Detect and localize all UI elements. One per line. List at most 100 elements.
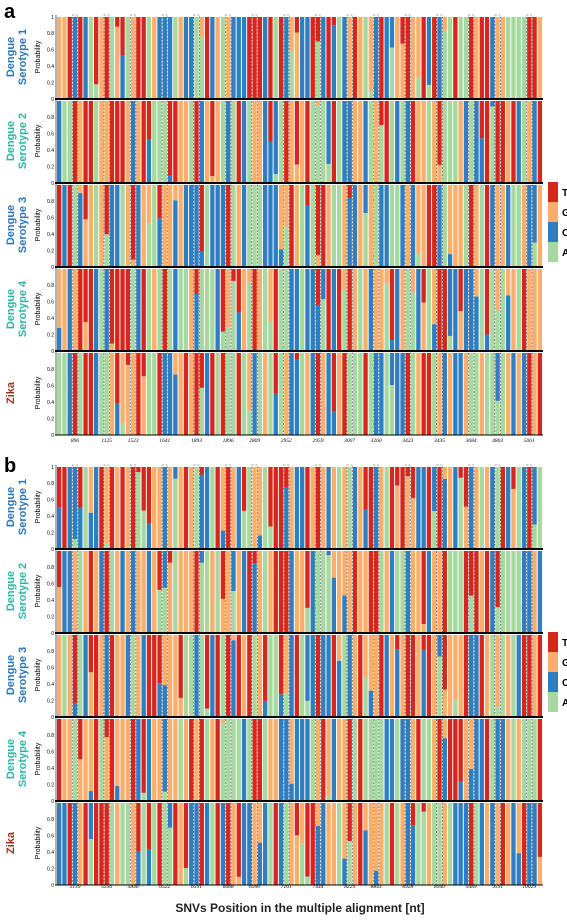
bar-segment-g (315, 803, 321, 826)
bar-segment-t (405, 635, 410, 717)
bar-segment-t (157, 185, 162, 219)
bar-segment-g (437, 164, 442, 183)
bar-segment-g (167, 719, 173, 801)
bar-segment-t (83, 803, 88, 885)
bar-segment-g (347, 551, 352, 633)
bar-segment-g (183, 101, 189, 183)
row-label-1: Serotype 2 (17, 563, 29, 619)
bar-segment-g (104, 101, 109, 183)
bar-segment-g (432, 719, 437, 801)
bar-segment-t (204, 635, 210, 709)
bar-segment-t (315, 17, 321, 42)
bar-segment-t (442, 635, 447, 690)
bar-segment-c (395, 353, 400, 435)
bar-segment-t (241, 467, 247, 511)
bar-segment-t (120, 101, 125, 183)
bar-segment-t (273, 467, 278, 549)
bar-segment-t (120, 467, 125, 549)
y-tick-label: 0.2 (47, 248, 54, 254)
bar-segment-g (358, 101, 363, 183)
bar-segment-t (521, 269, 527, 351)
bar-segment-c (136, 851, 141, 885)
bar-segment-g (294, 185, 300, 267)
bar-segment-c (204, 803, 210, 885)
bar-segment-t (78, 17, 83, 99)
bar-segment-a (146, 353, 152, 435)
bar-segment-g (416, 17, 421, 78)
bar-segment-g (537, 856, 543, 885)
row-separator-layer (55, 98, 543, 886)
bar-segment-c (347, 198, 352, 267)
bar-segment-g (120, 353, 125, 423)
bar-segment-a (416, 77, 421, 99)
bar-segment-g (421, 624, 426, 633)
bar-segment-g (67, 635, 72, 717)
bar-segment-c (284, 487, 289, 549)
bar-segment-t (484, 269, 490, 335)
bar-segment-g (537, 17, 543, 99)
bar-segment-c (278, 249, 284, 267)
bar-segment-t (284, 467, 289, 488)
bar-segment-c (506, 467, 511, 549)
bar-segment-g (146, 185, 152, 223)
bar-segment-g (99, 17, 104, 99)
bar-segment-a (490, 635, 495, 717)
bar-segment-a (83, 467, 88, 549)
bar-segment-a (495, 467, 500, 549)
x-tick-label: 1125 (101, 438, 112, 444)
bar-segment-a (199, 37, 204, 99)
bar-segment-g (331, 551, 337, 578)
bar-segment-c (173, 467, 178, 479)
bar-segment-g (109, 353, 115, 435)
bar-segment-c (289, 783, 294, 801)
bar-segment-g (373, 803, 379, 871)
bar-segment-t (78, 269, 83, 351)
bar-segment-t (416, 719, 421, 801)
bar-segment-t (395, 635, 400, 650)
bar-segment-a (263, 719, 268, 801)
bar-segment-g (167, 467, 173, 549)
bar-segment-g (289, 101, 294, 183)
bar-segment-g (257, 101, 263, 183)
bar-segment-g (125, 467, 130, 549)
x-tick-label: 1893 (191, 438, 202, 444)
bar-segment-c (527, 185, 532, 267)
bar-segment-t (99, 467, 104, 549)
bar-segment-a (511, 185, 516, 267)
bar-segment-g (384, 269, 389, 284)
bar-segment-g (400, 803, 405, 885)
bar-segment-a (395, 185, 400, 267)
bar-segment-t (352, 551, 358, 633)
bar-segment-t (93, 719, 99, 801)
bar-segment-t (326, 269, 331, 351)
bar-segment-a (395, 803, 400, 885)
bar-segment-a (516, 185, 521, 267)
bar-segment-t (146, 467, 152, 524)
bar-segment-t (363, 353, 368, 435)
bar-segment-g (400, 43, 405, 99)
bar-segment-c (490, 467, 495, 549)
bar-segment-c (88, 803, 94, 840)
bar-segment-a (389, 385, 395, 435)
bar-segment-a (146, 269, 152, 351)
bar-segment-c (373, 353, 379, 435)
bar-segment-g (321, 353, 326, 435)
bar-segment-t (93, 17, 99, 85)
bar-segment-a (395, 551, 400, 633)
bar-segment-a (93, 101, 99, 183)
bar-segment-g (88, 467, 94, 513)
bar-segment-a (273, 174, 278, 183)
legend-panel-a: T G C A (548, 182, 567, 262)
bar-segment-t (458, 719, 463, 782)
bar-segment-a (442, 185, 447, 267)
bar-segment-c (231, 551, 236, 592)
bar-segment-a (252, 185, 257, 267)
bar-segment-c (241, 551, 247, 633)
bar-segment-c (115, 185, 120, 267)
bar-segment-g (257, 635, 263, 717)
bar-segment-t (410, 635, 416, 717)
bar-segment-t (252, 269, 257, 351)
bar-segment-c (294, 269, 300, 351)
bar-segment-c (315, 825, 321, 885)
